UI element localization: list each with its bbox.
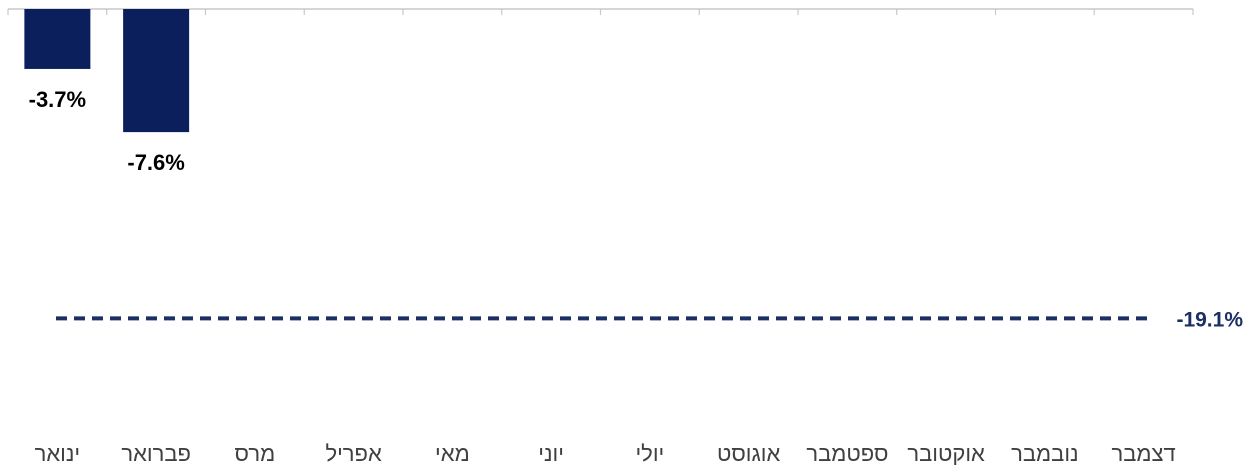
- x-tick-label-12: דצמבר: [1112, 441, 1176, 466]
- reference-line-group: -19.1%: [56, 308, 1243, 331]
- x-tick-labels: ינואר פברואר מרס אפריל מאי יוני יולי אוגוסט ספטמ…: [35, 441, 1176, 466]
- data-label-1: -3.7%: [29, 87, 86, 112]
- x-tick-label-8: אוגוסט: [717, 441, 781, 466]
- data-label-2: -7.6%: [127, 150, 184, 175]
- x-tick-label-7: יולי: [635, 441, 664, 466]
- x-tick-label-11: נובמבר: [1011, 441, 1078, 466]
- x-tick-label-4: אפריל: [325, 441, 382, 466]
- x-tick-label-2: פברואר: [121, 441, 191, 466]
- x-tick-label-9: ספטמבר: [806, 441, 888, 466]
- x-tick-label-5: מאי: [435, 441, 470, 466]
- x-tick-label-6: יוני: [538, 441, 564, 466]
- x-tick-label-10: אוקטובר: [907, 441, 985, 466]
- x-tick-label-3: מרס: [235, 441, 276, 466]
- x-tick-label-1: ינואר: [35, 441, 81, 466]
- data-labels: -3.7% -7.6%: [29, 87, 185, 175]
- bar-2: [123, 9, 190, 133]
- bars: [24, 9, 190, 133]
- x-axis: [7, 8, 1194, 15]
- bar-1: [24, 9, 91, 69]
- reference-line-label: -19.1%: [1176, 308, 1243, 331]
